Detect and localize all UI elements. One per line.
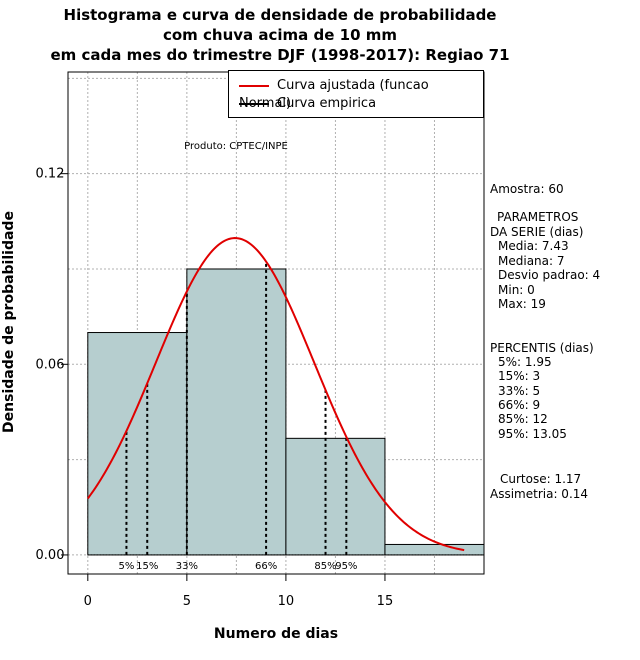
stat-params-title-1: PARAMETROS	[497, 210, 579, 224]
stat-sample: Amostra: 60	[490, 182, 564, 196]
percentile-lines	[125, 261, 348, 555]
percentile-label-66%: 66%	[255, 561, 277, 572]
percentile-label-33%: 33%	[176, 561, 198, 572]
x-tick-label-5: 5	[183, 594, 191, 609]
fitted-normal-curve	[87, 237, 465, 552]
stat-p95: 95%: 13.05	[498, 427, 567, 441]
stat-p5: 5%: 1.95	[498, 355, 552, 369]
y-tick-label-0: 0.00	[36, 548, 65, 563]
y-axis: 0.00 0.06 0.12	[36, 167, 69, 563]
percentile-label-85%: 85%	[314, 561, 336, 572]
stat-p15: 15%: 3	[498, 369, 541, 383]
stat-kurtosis: Curtose: 1.17	[500, 472, 582, 486]
percentile-label-95%: 95%	[335, 561, 357, 572]
y-tick-label-2: 0.12	[36, 167, 65, 182]
y-tick-label-1: 0.06	[36, 357, 65, 372]
legend: Curva ajustada (funcao Normal) Curva emp…	[228, 70, 484, 118]
legend-black-line-icon	[239, 102, 269, 105]
chart-title-line-3: em cada mes do trimestre DJF (1998-2017)…	[50, 46, 510, 64]
x-tick-label-15: 15	[377, 594, 394, 609]
legend-item-fitted: Curva ajustada (funcao Normal)	[239, 77, 483, 111]
legend-red-line-icon	[239, 84, 269, 87]
chart-title-line-2: com chuva acima de 10 mm	[162, 26, 398, 44]
histogram-bar-0	[87, 332, 188, 556]
legend-item-empirical: Curva empirica	[239, 95, 376, 113]
y-axis-label: Densidade de probabilidade	[1, 211, 17, 433]
stat-percentiles-title: PERCENTIS (dias)	[490, 341, 594, 355]
stat-params-title-2: DA SERIE (dias)	[490, 225, 584, 239]
stat-p66: 66%: 9	[498, 398, 541, 412]
stat-skewness: Assimetria: 0.14	[490, 487, 589, 501]
percentile-labels: 5% 15% 33% 66% 85%95%	[119, 561, 358, 572]
stat-max: Max: 19	[498, 297, 546, 311]
stat-median: Mediana: 7	[498, 254, 565, 268]
x-axis: 0 5 10 15	[84, 573, 394, 609]
legend-empirical-label: Curva empirica	[277, 96, 377, 111]
product-note: Produto: CPTEC/INPE	[184, 141, 288, 152]
stat-p85: 85%: 12	[498, 412, 548, 426]
x-tick-label-0: 0	[84, 594, 92, 609]
histogram-bar-2	[285, 437, 386, 556]
x-tick-label-10: 10	[278, 594, 295, 609]
stat-min: Min: 0	[498, 283, 535, 297]
histogram-bar-1	[186, 268, 287, 556]
percentile-label-5%: 5%	[119, 561, 135, 572]
chart-title-line-1: Histograma e curva de densidade de proba…	[63, 6, 497, 24]
stat-mean: Media: 7.43	[498, 239, 569, 253]
histogram-bar-3	[384, 543, 485, 556]
stat-sd: Desvio padrao: 4	[498, 268, 601, 282]
percentile-label-15%: 15%	[136, 561, 158, 572]
x-axis-label: Numero de dias	[214, 626, 338, 642]
stat-p33: 33%: 5	[498, 384, 541, 398]
